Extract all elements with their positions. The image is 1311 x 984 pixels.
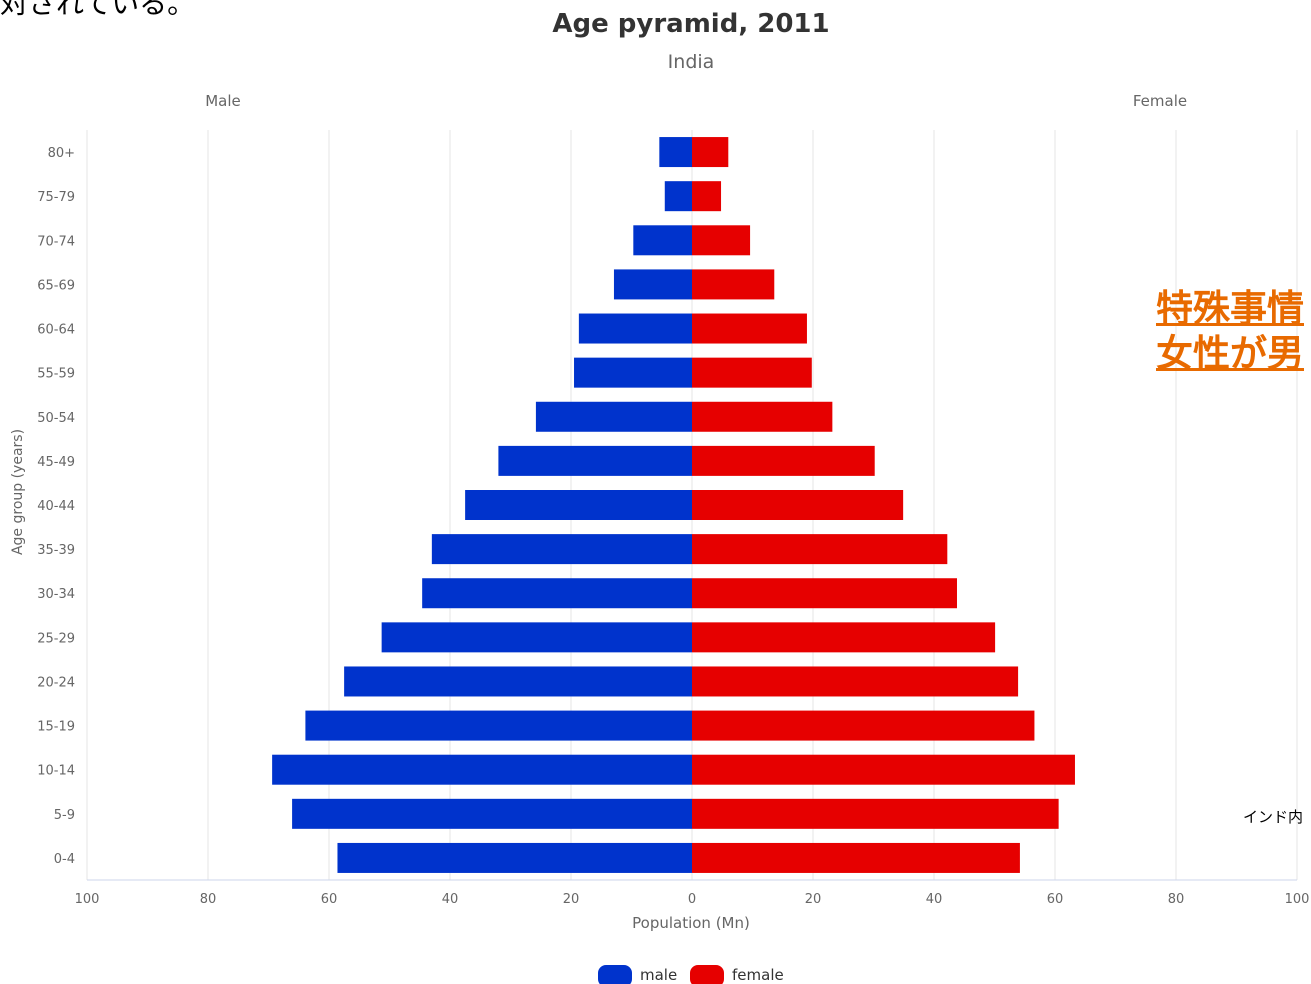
x-tick-label: 40	[442, 892, 459, 907]
annotation-text: 特殊事情 女性が男	[1156, 286, 1304, 376]
x-tick-label: 20	[563, 892, 580, 907]
bars	[272, 137, 1075, 873]
male-bar	[578, 313, 692, 344]
female-bar	[692, 181, 722, 212]
x-tick-labels: 100 80 60 40 20 0 20 40 60 80 100	[75, 892, 1310, 907]
y-tick-labels: 80+ 75-79 70-74 65-69 60-64 55-59 50-54 45-49 40…	[37, 146, 75, 867]
y-tick-label: 45-49	[37, 455, 75, 470]
female-side-label: Female	[1133, 92, 1187, 110]
legend-label-male: male	[640, 966, 677, 984]
x-axis-label: Population (Mn)	[632, 914, 750, 932]
y-tick-label: 80+	[48, 146, 75, 161]
male-bar	[344, 666, 692, 697]
female-bar	[692, 225, 751, 256]
female-bar	[692, 401, 833, 432]
male-bar	[431, 534, 692, 565]
y-tick-label: 55-59	[37, 367, 75, 382]
male-bar	[659, 137, 692, 168]
y-tick-label: 60-64	[37, 323, 75, 338]
female-bar	[692, 137, 729, 168]
y-tick-label: 15-19	[37, 720, 75, 735]
female-bar	[692, 710, 1035, 741]
chart-subtitle: India	[668, 51, 715, 73]
legend-swatch-female	[690, 965, 724, 984]
y-tick-label: 40-44	[37, 499, 75, 514]
x-tick-label: 40	[926, 892, 943, 907]
female-bar	[692, 445, 875, 476]
female-bar	[692, 490, 904, 520]
male-bar	[664, 181, 692, 212]
y-tick-label: 20-24	[37, 675, 75, 690]
male-bar	[292, 798, 692, 829]
legend-swatch-male	[598, 965, 632, 984]
male-bar	[613, 269, 692, 300]
cropped-text-top: 対されている。	[0, 0, 196, 20]
chart-title: Age pyramid, 2011	[552, 9, 829, 39]
y-tick-label: 75-79	[37, 190, 75, 205]
x-tick-label: 100	[1285, 892, 1310, 907]
y-tick-label: 25-29	[37, 631, 75, 646]
legend: male female	[598, 965, 784, 984]
annotation-line-2: 女性が男	[1156, 332, 1304, 375]
female-bar	[692, 798, 1059, 829]
x-tick-label: 60	[321, 892, 338, 907]
x-tick-label: 20	[805, 892, 822, 907]
male-bar	[422, 578, 692, 609]
male-bar	[633, 225, 692, 256]
y-tick-label: 0-4	[54, 852, 75, 867]
male-bar	[574, 357, 692, 388]
y-tick-label: 10-14	[37, 764, 75, 779]
female-bar	[692, 666, 1019, 697]
female-bar	[692, 357, 812, 388]
y-tick-label: 35-39	[37, 543, 75, 558]
cropped-text-small: インド内	[1243, 808, 1304, 826]
x-tick-label: 0	[688, 892, 696, 907]
male-bar	[498, 445, 692, 476]
female-bar	[692, 313, 807, 344]
x-tick-label: 60	[1047, 892, 1064, 907]
x-tick-label: 80	[200, 892, 217, 907]
y-tick-label: 50-54	[37, 411, 75, 426]
x-tick-label: 80	[1168, 892, 1185, 907]
male-side-label: Male	[205, 92, 241, 110]
annotation-line-1: 特殊事情	[1156, 287, 1304, 330]
legend-label-female: female	[732, 966, 784, 984]
y-tick-label: 5-9	[54, 808, 75, 823]
x-tick-label: 100	[75, 892, 100, 907]
female-bar	[692, 754, 1075, 785]
male-bar	[305, 710, 692, 741]
y-axis-label: Age group (years)	[10, 429, 26, 555]
female-bar	[692, 578, 957, 609]
y-tick-label: 65-69	[37, 278, 75, 293]
female-bar	[692, 622, 996, 653]
male-bar	[535, 401, 692, 432]
y-tick-label: 30-34	[37, 587, 75, 602]
female-bar	[692, 842, 1020, 873]
female-bar	[692, 269, 775, 300]
male-bar	[465, 490, 692, 520]
male-bar	[381, 622, 692, 653]
female-bar	[692, 534, 948, 565]
male-bar	[272, 754, 692, 785]
male-bar	[337, 842, 692, 873]
y-tick-label: 70-74	[37, 234, 75, 249]
